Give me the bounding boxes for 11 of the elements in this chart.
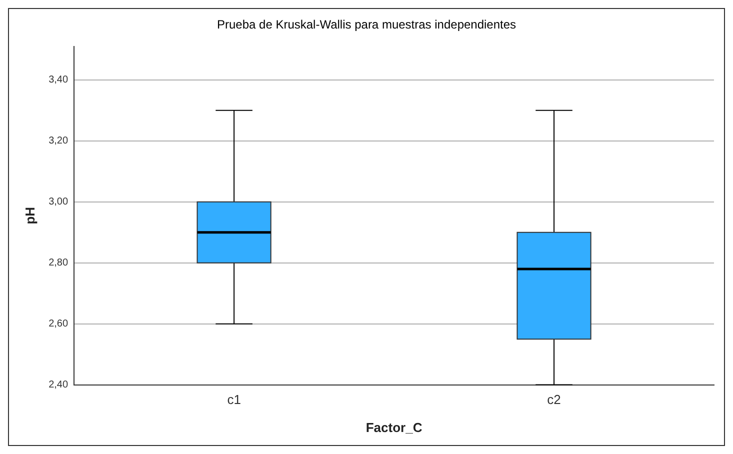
chart-title: Prueba de Kruskal-Wallis para muestras independientes bbox=[216, 18, 516, 32]
x-axis-title: Factor_C bbox=[366, 420, 423, 435]
y-tick-label: 2,60 bbox=[48, 318, 68, 330]
x-tick-label: c2 bbox=[547, 392, 561, 408]
y-axis-title: pH bbox=[22, 206, 38, 224]
y-tick-label: 3,00 bbox=[48, 196, 68, 208]
y-tick-label: 2,80 bbox=[48, 258, 68, 269]
y-tick-label: 2,40 bbox=[48, 380, 68, 391]
y-tick-label: 3,20 bbox=[48, 136, 68, 147]
y-tick-label: 3,40 bbox=[48, 74, 68, 86]
x-tick-label: c1 bbox=[227, 392, 241, 408]
